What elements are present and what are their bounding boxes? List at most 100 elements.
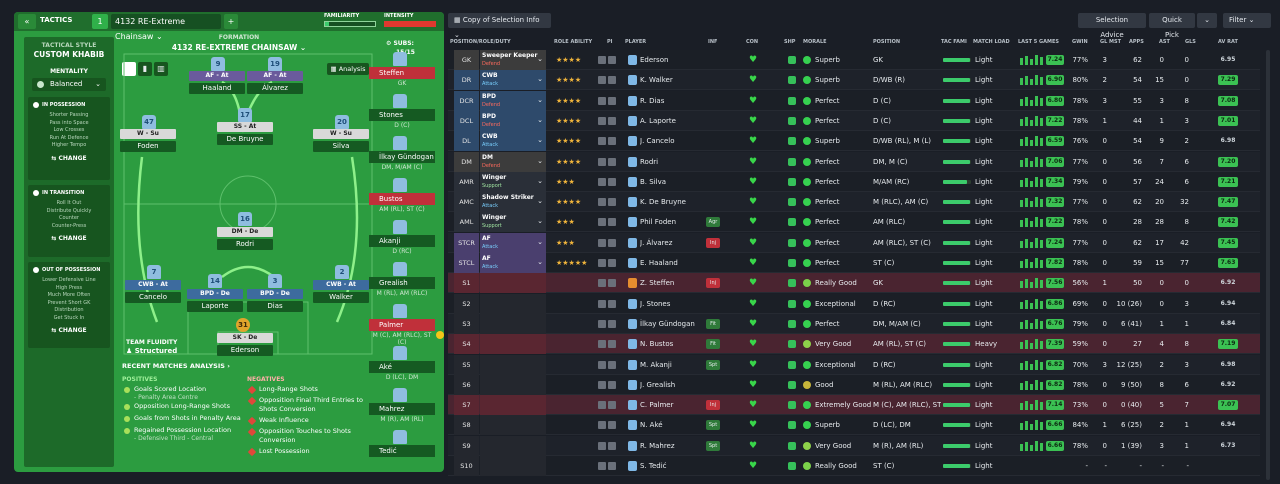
position-slot[interactable]: S1	[454, 273, 479, 294]
role-duty-dropdown[interactable]: AF Attack ⌄	[480, 253, 546, 273]
selection-advice-button[interactable]: Selection Advice	[1078, 13, 1146, 39]
player-name[interactable]: S. Tedić	[640, 462, 667, 470]
role-duty-dropdown[interactable]	[480, 273, 546, 294]
player-name[interactable]: N. Bustos	[640, 340, 674, 349]
position-slot[interactable]: DCL	[454, 110, 479, 131]
player-info-icon[interactable]	[608, 137, 616, 146]
in-possession-change-button[interactable]: ⇆ CHANGE	[51, 154, 87, 162]
position-slot[interactable]: STCL	[454, 253, 479, 273]
table-row[interactable]: STCR AF Attack ⌄ ★★★ J. Álvarez Inj ♥ Perfect AM …	[448, 232, 1260, 253]
player-info-icon[interactable]	[608, 401, 616, 410]
player-name[interactable]: R. Mahrez	[640, 441, 675, 450]
player-instructions-icon[interactable]	[598, 137, 606, 146]
tactic-name-dropdown[interactable]: 4132 RE-Extreme Chainsaw ⌄	[111, 14, 221, 41]
position-slot[interactable]: S10	[454, 456, 479, 476]
table-row[interactable]: S8 N. Aké Spt ♥ Superb D (LC), DM Light 6.66 84%…	[448, 415, 1260, 436]
view-dropdown[interactable]: ▦ Copy of Selection Info ⌄	[448, 13, 551, 39]
sub-player[interactable]: Palmer	[369, 319, 435, 331]
analysis-button[interactable]: ▦ Analysis	[327, 63, 369, 75]
table-row[interactable]: STCL AF Attack ⌄ ★★★★★ E. Haaland ♥ Perfect ST (…	[448, 253, 1260, 273]
sub-player[interactable]: Tedić	[369, 445, 435, 457]
player-name[interactable]: K. De Bruyne	[640, 198, 686, 207]
table-row[interactable]: DL CWB Attack ⌄ ★★★★ J. Cancelo ♥ Superb D/WB (R…	[448, 131, 1260, 152]
role-duty-dropdown[interactable]	[480, 313, 546, 334]
position-slot[interactable]: S9	[454, 435, 479, 456]
filter-button[interactable]: Filter ⌄	[1223, 13, 1271, 28]
tactic-slot[interactable]: 1	[92, 14, 108, 29]
quick-pick-dropdown[interactable]: ⌄	[1197, 13, 1217, 28]
column-header[interactable]: AV RAT	[1218, 39, 1238, 45]
role-duty-dropdown[interactable]: Sweeper Keeper Defend ⌄	[480, 50, 546, 70]
column-header[interactable]: TAC FAMI	[941, 39, 967, 45]
sub-player[interactable]: İlkay Gündogan	[369, 151, 435, 163]
player-name[interactable]: A. Laporte	[640, 116, 676, 125]
column-header[interactable]: CON	[746, 39, 759, 45]
player-name[interactable]: E. Haaland	[640, 259, 678, 267]
column-header[interactable]: APPS	[1129, 39, 1144, 45]
column-header[interactable]: PLAYER	[625, 39, 647, 45]
player-name[interactable]: İlkay Gündogan	[640, 319, 695, 328]
player-name[interactable]: N. Aké	[640, 421, 663, 430]
analysis-title[interactable]: RECENT MATCHES ANALYSIS ›	[122, 362, 230, 370]
table-row[interactable]: AMC Shadow Striker Attack ⌄ ★★★★ K. De Bruyne…	[448, 192, 1260, 213]
player-info-icon[interactable]	[608, 238, 616, 247]
player-info-icon[interactable]	[608, 76, 616, 85]
role-duty-dropdown[interactable]	[480, 395, 546, 416]
table-row[interactable]: DCR BPD Defend ⌄ ★★★★ R. Dias ♥ Perfect D (C) Lig…	[448, 90, 1260, 111]
player-name[interactable]: J. Grealish	[640, 380, 676, 389]
scrollbar[interactable]	[1266, 50, 1270, 480]
player-name[interactable]: J. Stones	[640, 299, 671, 308]
position-slot[interactable]: S2	[454, 293, 479, 314]
position-slot[interactable]: DR	[454, 70, 479, 91]
table-row[interactable]: GK Sweeper Keeper Defend ⌄ ★★★★ Ederson ♥ Super…	[448, 50, 1260, 70]
table-row[interactable]: S7 C. Palmer Inj ♥ Extremely Good M (C), AM (…	[448, 395, 1260, 416]
position-slot[interactable]: S4	[454, 334, 479, 355]
role-duty-dropdown[interactable]: BPD Defend ⌄	[480, 90, 546, 111]
table-row[interactable]: AMR Winger Support ⌄ ★★★ B. Silva ♥ Perfect M/AM…	[448, 171, 1260, 192]
table-row[interactable]: S6 J. Grealish ♥ Good M (RL), AM (RLC) Light 6…	[448, 374, 1260, 395]
position-slot[interactable]: S3	[454, 313, 479, 334]
player-info-icon[interactable]	[608, 96, 616, 105]
table-row[interactable]: S9 R. Mahrez Spt ♥ Very Good M (R), AM (RL) Li…	[448, 435, 1260, 456]
mentality-dropdown[interactable]: Balanced ⌄	[32, 78, 106, 91]
player-name[interactable]: B. Silva	[640, 177, 667, 186]
role-duty-dropdown[interactable]: Winger Support ⌄	[480, 171, 546, 192]
player-view-icon[interactable]	[122, 62, 136, 76]
in-possession-box[interactable]: IN POSSESSION Shorter Passing Pass into …	[28, 97, 110, 180]
column-header[interactable]: AST	[1159, 39, 1170, 45]
table-row[interactable]: S1 Z. Steffen Inj ♥ Really Good GK Light 7.56 56…	[448, 273, 1260, 294]
position-slot[interactable]: DM	[454, 151, 479, 172]
player-instructions-icon[interactable]	[598, 360, 606, 369]
player-instructions-icon[interactable]	[598, 238, 606, 247]
collapse-button[interactable]: «	[18, 14, 36, 29]
player-instructions-icon[interactable]	[598, 401, 606, 410]
table-row[interactable]: S5 M. Akanji Spt ♥ Exceptional D (RC) Light 6.8…	[448, 354, 1260, 375]
position-slot[interactable]: AMR	[454, 171, 479, 192]
position-slot[interactable]: STCR	[454, 232, 479, 253]
role-duty-dropdown[interactable]	[480, 374, 546, 395]
column-header[interactable]: MORALE	[803, 39, 827, 45]
column-header[interactable]: PI	[607, 39, 613, 45]
position-slot[interactable]: S6	[454, 374, 479, 395]
table-row[interactable]: S2 J. Stones ♥ Exceptional D (RC) Light 6.86 69…	[448, 293, 1260, 314]
position-slot[interactable]: AML	[454, 212, 479, 233]
role-duty-dropdown[interactable]	[480, 435, 546, 456]
add-tactic-button[interactable]: +	[224, 14, 238, 29]
player-instructions-icon[interactable]	[598, 96, 606, 105]
player-instructions-icon[interactable]	[598, 157, 606, 166]
position-slot[interactable]: S7	[454, 395, 479, 416]
column-header[interactable]: MATCH LOAD	[973, 39, 1010, 45]
sub-player[interactable]: Mahrez	[369, 403, 435, 415]
player-name[interactable]: Ederson	[640, 56, 669, 64]
position-slot[interactable]: GK	[454, 50, 479, 70]
player-instructions-icon[interactable]	[598, 116, 606, 125]
role-duty-dropdown[interactable]: Shadow Striker Attack ⌄	[480, 192, 546, 213]
column-header[interactable]: POSITION/ROLE/DUTY	[450, 39, 511, 45]
player-instructions-icon[interactable]	[598, 198, 606, 207]
player-instructions-icon[interactable]	[598, 380, 606, 389]
player-info-icon[interactable]	[608, 380, 616, 389]
player-info-icon[interactable]	[608, 198, 616, 207]
role-duty-dropdown[interactable]: CWB Attack ⌄	[480, 70, 546, 91]
player-info-icon[interactable]	[608, 279, 616, 288]
player-instructions-icon[interactable]	[598, 441, 606, 450]
